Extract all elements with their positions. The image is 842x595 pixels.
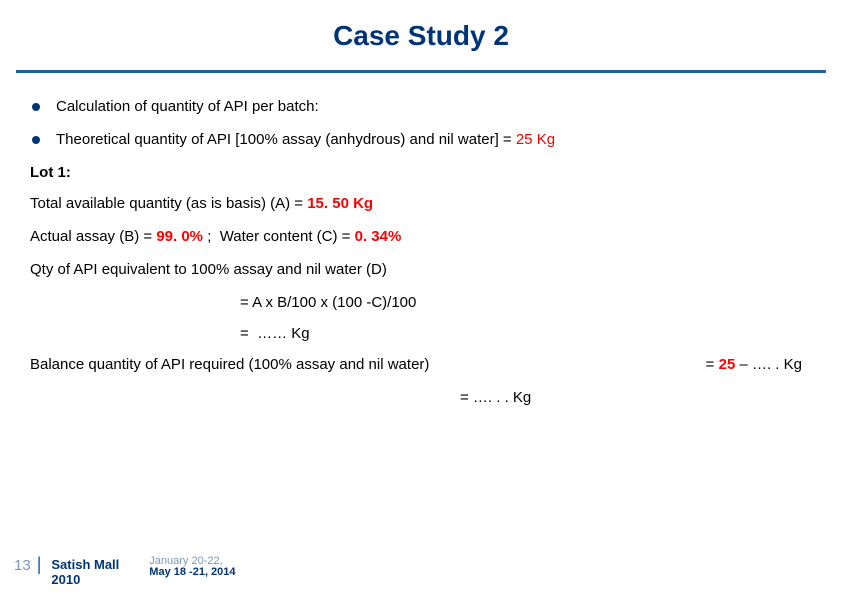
author-block: Satish Mall 2010	[51, 557, 119, 587]
total-prefix: Total available quantity (as is basis) (…	[30, 195, 307, 212]
assay-water-line: Actual assay (B) = 99. 0% ; Water conten…	[30, 228, 812, 245]
page-title: Case Study 2	[0, 0, 842, 70]
bullet-text: Theoretical quantity of API [100% assay …	[56, 131, 555, 148]
balance-eq-value: 25	[719, 356, 736, 373]
date-block: January 20-22, May 18 -21, 2014	[149, 556, 235, 578]
assay-value: 99. 0%	[156, 228, 207, 245]
total-value: 15. 50 Kg	[307, 195, 373, 212]
total-available-line: Total available quantity (as is basis) (…	[30, 195, 812, 212]
title-divider	[16, 70, 826, 73]
balance-kg-line: = …. . . Kg	[460, 389, 812, 406]
lot-heading: Lot 1:	[30, 164, 812, 181]
balance-eq-suffix: – …. . Kg	[735, 356, 802, 373]
author-name: Satish Mall	[51, 557, 119, 572]
slide-footer: 13 | Satish Mall 2010 January 20-22, May…	[0, 557, 842, 587]
slide-content: Calculation of quantity of API per batch…	[0, 98, 842, 406]
bullet-item: Calculation of quantity of API per batch…	[30, 98, 812, 115]
balance-label: Balance quantity of API required (100% a…	[30, 356, 429, 373]
date-main: May 18 -21, 2014	[149, 567, 235, 578]
qty-equivalent-line: Qty of API equivalent to 100% assay and …	[30, 261, 812, 278]
footer-divider: |	[37, 557, 42, 571]
bullet-text: Calculation of quantity of API per batch…	[56, 98, 319, 115]
formula-line-2: = …… Kg	[240, 325, 812, 342]
page-number: 13	[14, 557, 31, 574]
bullet-icon	[32, 103, 40, 111]
assay-prefix: Actual assay (B) =	[30, 228, 156, 245]
bullet-icon	[32, 136, 40, 144]
assay-separator: ; Water content (C) =	[207, 228, 354, 245]
bullet-item: Theoretical quantity of API [100% assay …	[30, 131, 812, 148]
formula-line-1: = A x B/100 x (100 -C)/100	[240, 294, 812, 311]
balance-row: Balance quantity of API required (100% a…	[30, 356, 812, 373]
balance-eq-prefix: =	[706, 356, 719, 373]
balance-equation: = 25 – …. . Kg	[706, 356, 802, 373]
water-value: 0. 34%	[355, 228, 402, 245]
bullet-prefix: Theoretical quantity of API [100% assay …	[56, 131, 516, 148]
theoretical-value: 25 Kg	[516, 131, 555, 148]
author-year: 2010	[51, 572, 80, 587]
